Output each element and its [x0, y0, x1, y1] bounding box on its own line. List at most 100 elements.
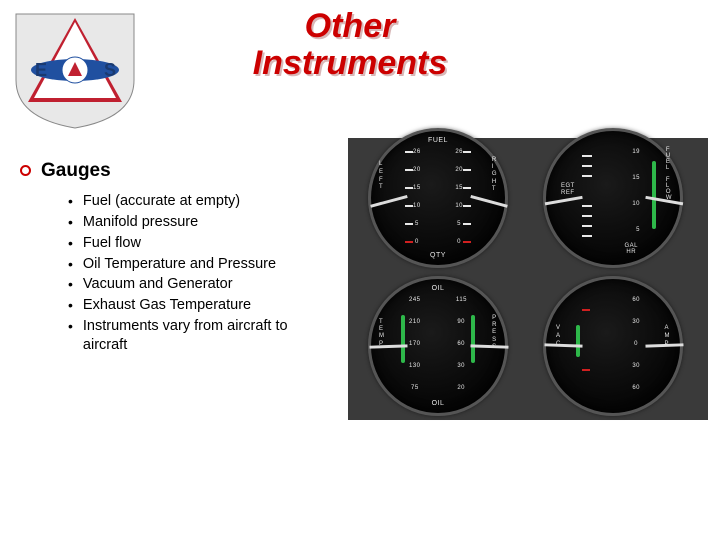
tick	[463, 205, 471, 207]
list-item: • Manifold pressure	[68, 213, 330, 232]
logo-letter-e: E	[35, 60, 47, 80]
egt-bottom: GAL HR	[624, 243, 638, 255]
ff-right-col: F U E L F L O W	[666, 147, 672, 201]
fuel-scale: 5	[415, 221, 419, 227]
oil-scale: 20	[457, 385, 465, 391]
list-item: •Exhaust Gas Temperature	[68, 296, 330, 315]
oil-scale: 210	[409, 319, 421, 325]
fuel-scale: 10	[413, 203, 421, 209]
instrument-panel: FUEL QTY L E F T R I G H T 26 20 15 10 5…	[348, 138, 708, 420]
oil-scale: 30	[457, 363, 465, 369]
fuel-right-col: R I G H T	[492, 157, 497, 193]
fuel-scale: 15	[413, 185, 421, 191]
oil-bottom-label: OIL	[371, 400, 505, 407]
title-line-2: Instruments	[253, 44, 448, 82]
dot-bullet-icon: •	[68, 317, 73, 335]
fuel-bottom-label: QTY	[371, 252, 505, 259]
tick	[405, 187, 413, 189]
list-item: • Fuel flow	[68, 234, 330, 253]
green-band	[401, 315, 405, 363]
amp-scale: 0	[634, 341, 638, 347]
fuel-left-col: L E F T	[379, 161, 384, 192]
logo-badge: E S	[10, 10, 140, 130]
oil-scale: 130	[409, 363, 421, 369]
egt-left-label: EGT REF	[561, 183, 575, 197]
tick	[405, 169, 413, 171]
dot-bullet-icon: •	[68, 213, 73, 231]
dot-bullet-icon: •	[68, 192, 73, 210]
tick	[582, 205, 592, 207]
bullet-text: Vacuum and Generator	[83, 275, 233, 294]
tick	[463, 187, 471, 189]
fuel-top-label: FUEL	[371, 137, 505, 144]
ff-scale: 10	[632, 201, 640, 207]
tick	[582, 235, 592, 237]
tick	[405, 223, 413, 225]
fuel-scale: 26	[413, 149, 421, 155]
oil-scale: 170	[409, 341, 421, 347]
fuel-scale: 20	[413, 167, 421, 173]
tick	[405, 151, 413, 153]
needle-icon	[370, 195, 407, 208]
bullet-text: Oil Temperature and Pressure	[83, 255, 276, 274]
tick	[463, 241, 471, 243]
needle-icon	[544, 343, 582, 347]
section-row: Gauges	[20, 160, 330, 182]
green-band	[652, 161, 656, 229]
tick	[582, 309, 590, 311]
oil-scale: 245	[409, 297, 421, 303]
list-item: •Instruments vary from aircraft to aircr…	[68, 317, 330, 355]
list-item: • Fuel (accurate at empty)	[68, 192, 330, 211]
amp-scale: 30	[632, 319, 640, 325]
tick	[405, 205, 413, 207]
logo-letter-s: S	[104, 60, 116, 80]
tick	[582, 225, 592, 227]
oil-gauge: OIL OIL T E M P P R E S S 245 210 170 13…	[368, 276, 508, 416]
tick	[463, 169, 471, 171]
ff-scale: 19	[632, 149, 640, 155]
list-item: • Vacuum and Generator	[68, 275, 330, 294]
title-line-1: Other	[305, 7, 396, 45]
needle-icon	[470, 344, 508, 348]
green-band	[471, 315, 475, 363]
content-area: Gauges • Fuel (accurate at empty) • Manifo…	[20, 160, 330, 357]
needle-icon	[645, 196, 683, 206]
oil-scale: 75	[411, 385, 419, 391]
tick	[582, 215, 592, 217]
oil-top-label: OIL	[371, 285, 505, 292]
vac-amp-gauge: V A C A M P 60 30 0 30 60	[543, 276, 683, 416]
list-item: • Oil Temperature and Pressure	[68, 255, 330, 274]
fuel-scale: 15	[455, 185, 463, 191]
fuel-gauge: FUEL QTY L E F T R I G H T 26 20 15 10 5…	[368, 128, 508, 268]
tick	[582, 165, 592, 167]
tick	[463, 223, 471, 225]
tick	[582, 175, 592, 177]
egt-fuelflow-gauge: EGT REF F U E L F L O W GAL HR 19 15 10 …	[543, 128, 683, 268]
ff-scale: 15	[632, 175, 640, 181]
bullet-text: Exhaust Gas Temperature	[83, 296, 251, 315]
tick	[582, 155, 592, 157]
oil-left-col: T E M P	[379, 319, 385, 348]
oil-scale: 90	[457, 319, 465, 325]
fuel-scale: 20	[455, 167, 463, 173]
tick	[405, 241, 413, 243]
amp-scale: 30	[632, 363, 640, 369]
bullet-text: Manifold pressure	[83, 213, 198, 232]
section-heading: Gauges	[41, 160, 111, 182]
tick	[582, 369, 590, 371]
bullet-text: Fuel flow	[83, 234, 141, 253]
needle-icon	[470, 195, 507, 208]
circle-bullet-icon	[20, 165, 31, 176]
needle-icon	[645, 343, 683, 347]
ff-scale: 5	[636, 227, 640, 233]
slide-title: Other Instruments	[170, 8, 530, 83]
fuel-scale: 26	[455, 149, 463, 155]
fuel-scale: 0	[457, 239, 461, 245]
dot-bullet-icon: •	[68, 275, 73, 293]
dot-bullet-icon: •	[68, 234, 73, 252]
bullet-text: Fuel (accurate at empty)	[83, 192, 240, 211]
fuel-scale: 5	[457, 221, 461, 227]
oil-scale: 115	[456, 297, 467, 303]
dot-bullet-icon: •	[68, 255, 73, 273]
green-band	[576, 325, 580, 357]
